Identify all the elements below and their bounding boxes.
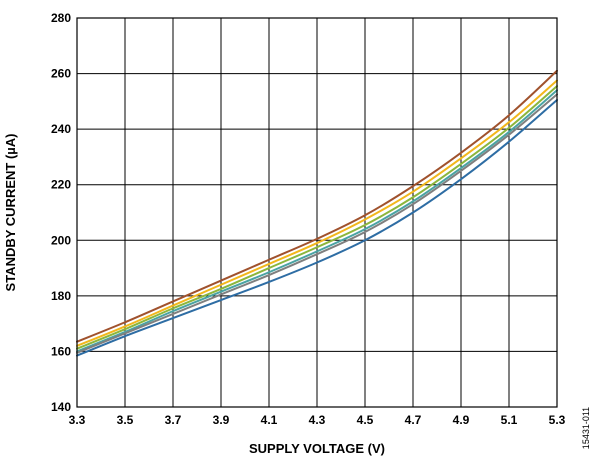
x-tick-label: 4.7 xyxy=(405,413,422,427)
y-tick-label: 180 xyxy=(51,289,71,303)
grid xyxy=(76,17,558,408)
y-tick-label: 140 xyxy=(51,400,71,414)
y-tick-label: 280 xyxy=(51,11,71,25)
y-tick-label: 200 xyxy=(51,233,71,247)
series-line-4 xyxy=(76,89,558,353)
series-line-3 xyxy=(76,85,558,350)
y-tick-label: 220 xyxy=(51,178,71,192)
x-tick-labels: 3.3 3.5 3.7 3.9 4.1 4.3 4.5 4.7 4.9 5.1 5.3 xyxy=(69,413,566,427)
y-tick-labels: 140 160 180 200 220 240 260 280 xyxy=(51,11,71,414)
series-line-6 xyxy=(76,98,558,357)
x-tick-label: 4.9 xyxy=(453,413,470,427)
x-tick-label: 3.3 xyxy=(69,413,86,427)
series-line-1 xyxy=(76,69,558,343)
x-tick-label: 5.1 xyxy=(501,413,518,427)
y-axis-title: STANDBY CURRENT (µA) xyxy=(3,134,18,292)
x-tick-label: 3.9 xyxy=(213,413,230,427)
y-tick-label: 160 xyxy=(51,344,71,358)
y-tick-label: 260 xyxy=(51,67,71,81)
figure-id: 15431-011 xyxy=(581,407,591,449)
x-tick-label: 4.1 xyxy=(261,413,278,427)
x-tick-label: 5.3 xyxy=(549,413,566,427)
x-tick-label: 4.3 xyxy=(309,413,326,427)
x-axis-title: SUPPLY VOLTAGE (V) xyxy=(249,441,385,456)
series-line-5 xyxy=(76,93,558,354)
x-tick-label: 3.5 xyxy=(117,413,134,427)
y-tick-label: 240 xyxy=(51,122,71,136)
series-lines xyxy=(76,69,558,357)
plot-frame xyxy=(76,17,558,408)
x-tick-label: 3.7 xyxy=(165,413,182,427)
series-line-2 xyxy=(76,79,558,347)
x-tick-label: 4.5 xyxy=(357,413,374,427)
